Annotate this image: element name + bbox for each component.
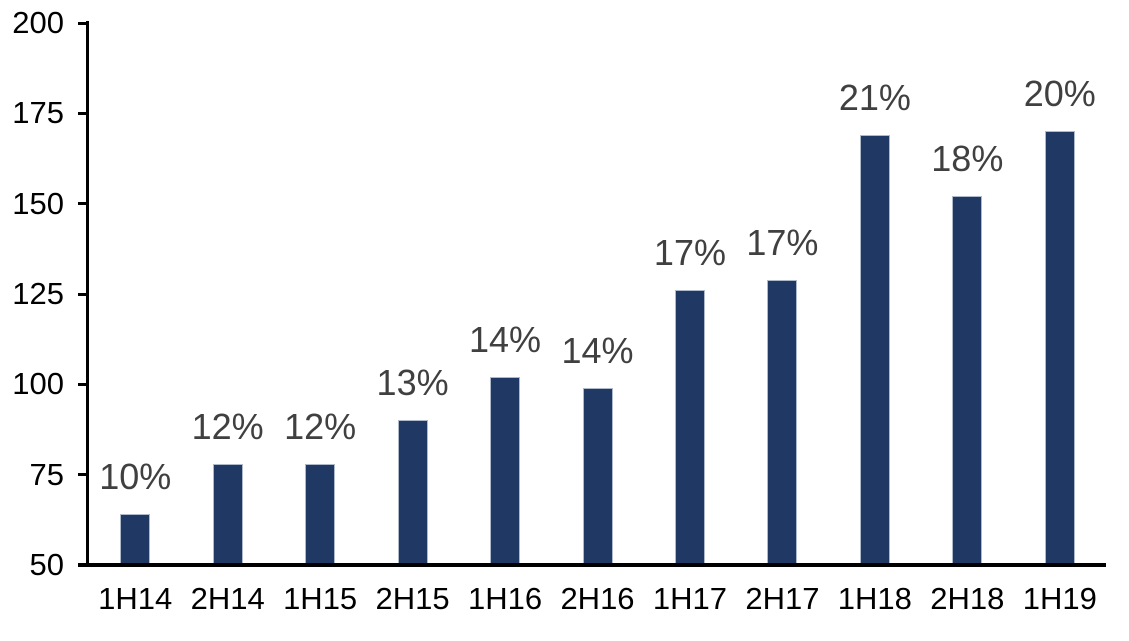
- bar-2H18: [952, 196, 983, 567]
- x-axis-line: [78, 563, 1106, 567]
- bar-2H17: [767, 279, 798, 567]
- x-axis-label-2H16: 2H16: [560, 581, 635, 616]
- bar-value-label-2H14: 12%: [191, 405, 264, 447]
- bar-value-label-1H18: 21%: [838, 77, 911, 118]
- y-tick-mark: [78, 473, 89, 477]
- x-axis-label-2H15: 2H15: [375, 581, 450, 616]
- bar-value-label-1H17: 17%: [653, 232, 726, 274]
- bar-value-label-2H16: 14%: [561, 329, 634, 371]
- bar-value-label-1H19: 20%: [1023, 73, 1096, 115]
- bar-1H15: [305, 463, 336, 567]
- y-tick-label: 175: [12, 95, 64, 131]
- x-axis-label-1H18: 1H18: [837, 581, 912, 616]
- y-tick-label: 200: [12, 5, 64, 40]
- y-tick-mark: [78, 382, 89, 386]
- bar-2H14: [212, 463, 243, 567]
- bar-1H17: [674, 290, 705, 567]
- x-axis-label-1H17: 1H17: [652, 581, 727, 616]
- bar-value-label-1H15: 12%: [284, 405, 357, 447]
- y-tick-label: 100: [12, 366, 64, 402]
- x-axis-label-1H15: 1H15: [283, 581, 358, 616]
- y-tick-mark: [78, 111, 89, 115]
- bar-1H19: [1044, 131, 1075, 567]
- bar-1H14: [120, 514, 151, 567]
- y-tick-label: 50: [29, 547, 64, 582]
- y-tick-mark: [78, 21, 89, 25]
- bar-value-label-1H14: 10%: [99, 456, 172, 498]
- x-axis-label-2H18: 2H18: [930, 581, 1005, 616]
- bar-2H15: [397, 420, 428, 567]
- x-axis-label-1H14: 1H14: [98, 581, 173, 616]
- y-tick-label: 150: [12, 185, 64, 221]
- x-axis-label-2H14: 2H14: [190, 581, 265, 616]
- y-tick-label: 75: [29, 456, 64, 492]
- bar-value-label-1H16: 14%: [469, 319, 542, 361]
- bar-value-label-2H15: 13%: [376, 362, 449, 404]
- x-axis-label-2H17: 2H17: [745, 581, 820, 616]
- bar-2H16: [582, 387, 613, 567]
- y-tick-mark: [78, 292, 89, 296]
- x-axis-label-1H16: 1H16: [467, 581, 543, 616]
- bar-value-label-2H18: 18%: [931, 138, 1004, 180]
- x-axis-label-1H19: 1H19: [1022, 581, 1097, 616]
- bar-value-label-2H17: 17%: [746, 221, 819, 263]
- y-tick-label: 125: [12, 276, 64, 311]
- bar-1H16: [490, 377, 521, 567]
- bar-1H18: [859, 135, 890, 567]
- y-tick-mark: [78, 202, 89, 206]
